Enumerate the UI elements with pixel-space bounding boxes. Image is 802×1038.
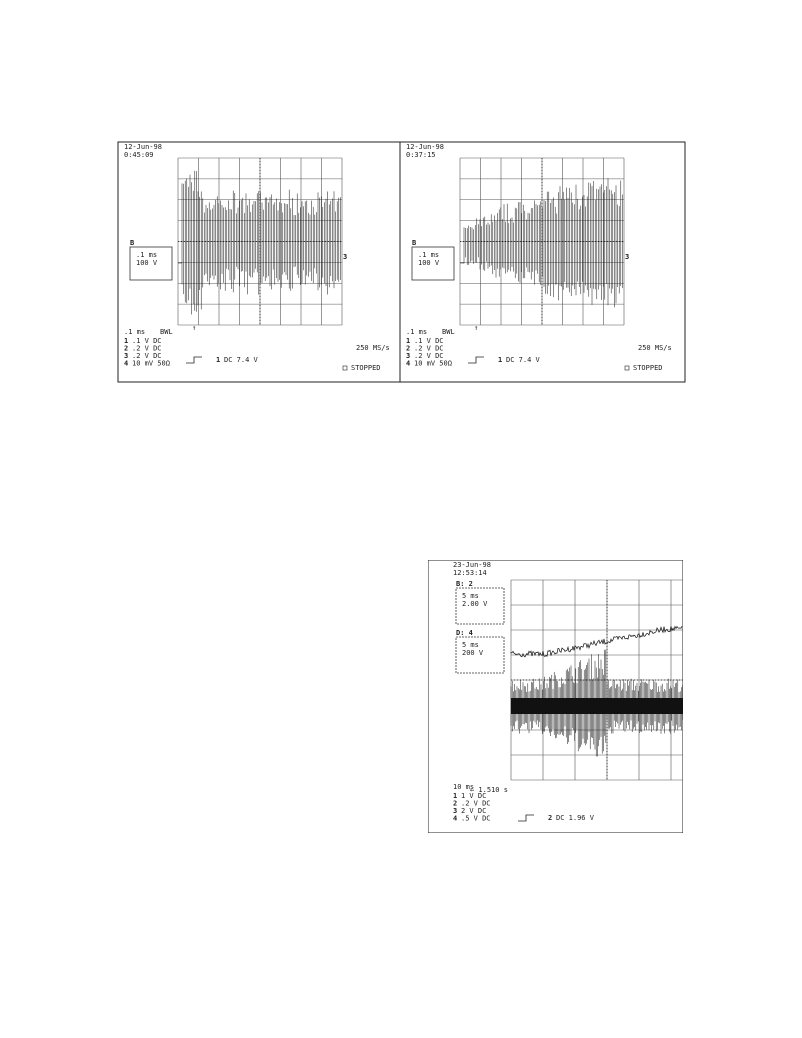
timebase: 10 ms <box>453 783 474 791</box>
trace-box <box>455 587 505 625</box>
bandwidth: BWL <box>160 328 173 336</box>
sample-rate: 250 MS/s <box>356 344 390 352</box>
channel-number: 4 <box>406 359 410 367</box>
channel-number: 4 <box>453 814 457 822</box>
trace-setting: 100 V <box>418 259 440 267</box>
trace-box <box>411 246 455 281</box>
trigger-arrow: ↑ <box>474 324 478 332</box>
bandwidth: BWL <box>442 328 455 336</box>
trace-marker: 3 <box>343 253 347 261</box>
sample-rate: 250 MS/s <box>638 344 672 352</box>
trigger-setting: DC 7.4 V <box>506 356 541 364</box>
trace-setting: .1 ms <box>136 251 157 259</box>
trace-setting: 2.00 V <box>462 600 488 608</box>
trigger-source: 1 <box>216 356 220 364</box>
trigger-icon <box>518 814 534 822</box>
channel-number: 2 <box>124 344 128 352</box>
status-box <box>342 365 348 371</box>
date: 12-Jun-98 <box>124 143 162 151</box>
channel-number: 2 <box>406 344 410 352</box>
channel-setting: 2 V DC <box>461 807 486 815</box>
channel-setting: .2 V DC <box>132 344 162 352</box>
waveform-band <box>511 698 683 714</box>
channel-setting: 10 mV 50Ω <box>414 359 452 367</box>
channel-setting: .2 V DC <box>414 352 444 360</box>
trace-label: D: 4 <box>456 629 473 637</box>
trace-setting: 200 V <box>462 649 484 657</box>
trace-box <box>129 246 173 281</box>
channel-number: 2 <box>453 799 457 807</box>
channel-setting: 1 V DC <box>461 792 486 800</box>
trigger-arrow: ↑ <box>192 324 196 332</box>
channel-setting: .5 V DC <box>461 814 491 822</box>
channel-setting: .2 V DC <box>414 344 444 352</box>
channel-setting: .1 V DC <box>132 337 162 345</box>
status-box <box>624 365 630 371</box>
channel-number: 1 <box>124 337 128 345</box>
trace-label: B <box>130 239 134 247</box>
trigger-icon <box>186 356 202 364</box>
trace-box <box>455 636 505 674</box>
timebase: .1 ms <box>406 328 427 336</box>
trace-setting: .1 ms <box>418 251 439 259</box>
date: 12-Jun-98 <box>406 143 444 151</box>
channel-number: 3 <box>453 807 457 815</box>
waveform <box>510 625 683 658</box>
channel-number: 3 <box>124 352 128 360</box>
waveform <box>178 170 341 315</box>
channel-setting: .2 V DC <box>132 352 162 360</box>
trigger-source: 1 <box>498 356 502 364</box>
cursor-time: ← 1.510 s <box>470 786 508 794</box>
time: 0:45:09 <box>124 151 154 159</box>
scope-frame <box>399 141 686 383</box>
trace-setting: 5 ms <box>462 592 479 600</box>
trigger-source: 2 <box>548 814 552 822</box>
status: STOPPED <box>633 364 663 372</box>
channel-number: 1 <box>406 337 410 345</box>
status: STOPPED <box>351 364 381 372</box>
trigger-icon <box>468 356 484 364</box>
time: 12:53:14 <box>453 569 487 577</box>
trace-setting: 100 V <box>136 259 158 267</box>
channel-number: 1 <box>453 792 457 800</box>
channel-setting: 10 mV 50Ω <box>132 359 170 367</box>
trace-setting: 5 ms <box>462 641 479 649</box>
trigger-setting: DC 7.4 V <box>224 356 259 364</box>
channel-number: 4 <box>124 359 128 367</box>
timebase: .1 ms <box>124 328 145 336</box>
trigger-setting: DC 1.96 V <box>556 814 595 822</box>
trace-label: B: 2 <box>456 580 473 588</box>
channel-setting: .2 V DC <box>461 799 491 807</box>
channel-setting: .1 V DC <box>414 337 444 345</box>
trace-marker: 3 <box>625 253 629 261</box>
channel-number: 3 <box>406 352 410 360</box>
waveform <box>460 178 623 308</box>
trace-label: B <box>412 239 416 247</box>
date: 23-Jun-98 <box>453 561 491 569</box>
time: 0:37:15 <box>406 151 436 159</box>
